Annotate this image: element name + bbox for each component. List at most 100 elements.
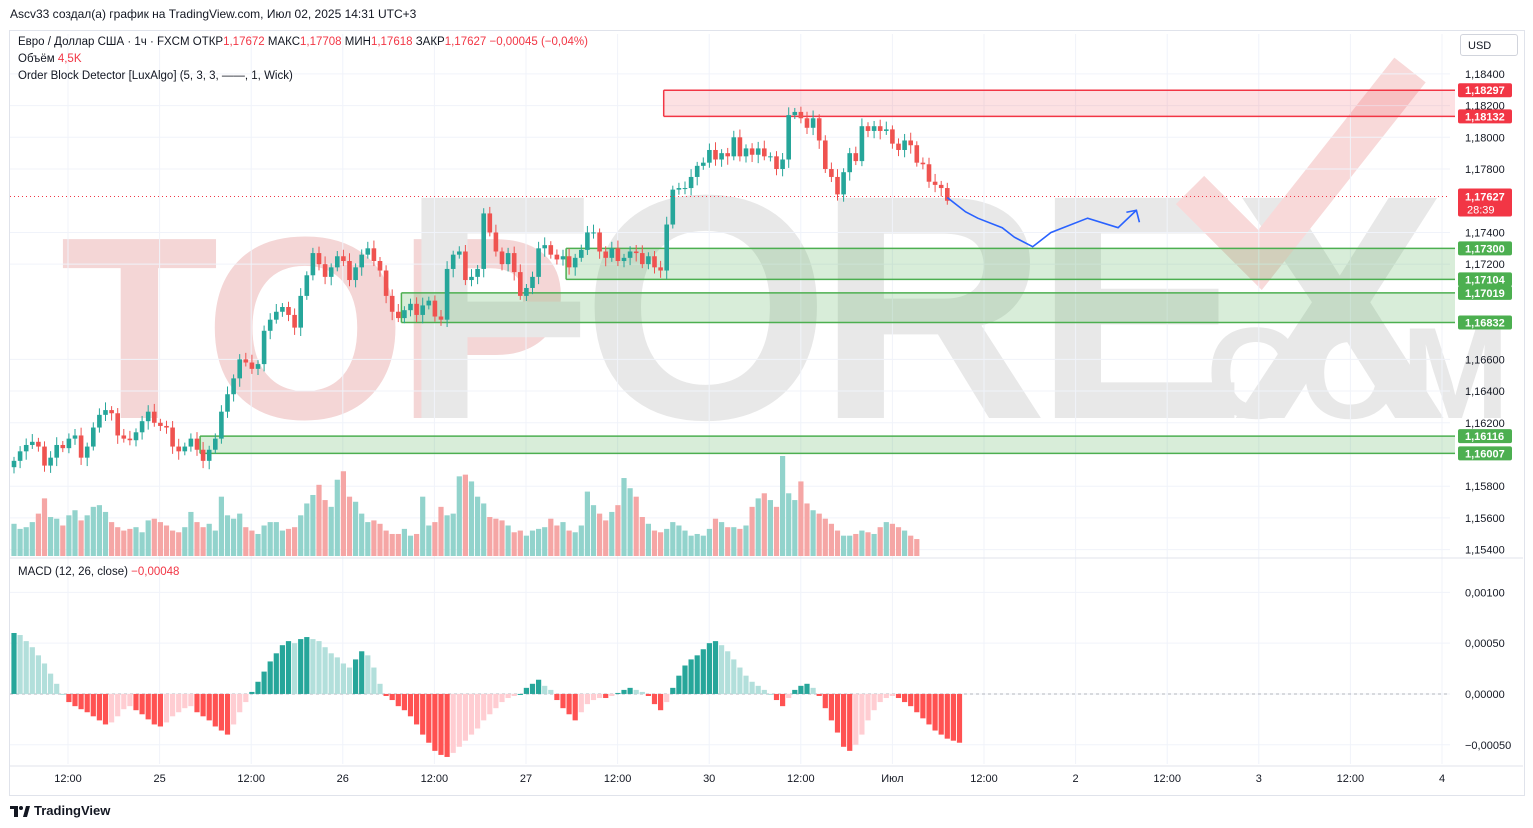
macd-label[interactable]: MACD (12, 26, close) (18, 566, 128, 578)
candle-body (548, 245, 554, 255)
candle-body (694, 165, 700, 177)
time-tick-label: 25 (153, 773, 165, 785)
macd-bar (493, 693, 499, 709)
macd-bar (151, 693, 157, 725)
macd-bar (359, 651, 365, 694)
macd-bar (218, 693, 224, 731)
candle-body (194, 438, 200, 450)
candle-body (847, 153, 852, 173)
macd-bar (182, 693, 188, 709)
candle-body (72, 435, 78, 439)
order-block-bottom-tag: 1,17104 (1465, 274, 1506, 286)
currency-button[interactable]: USD (1460, 34, 1518, 56)
macd-bar (816, 693, 822, 696)
macd-bar (590, 693, 597, 701)
candle-body (48, 457, 53, 466)
macd-bar (755, 685, 761, 694)
time-tick-label: 2 (1073, 773, 1079, 785)
macd-bar (200, 693, 206, 717)
volume-bar (889, 523, 895, 556)
volume-bars (11, 456, 920, 556)
volume-bar (212, 530, 218, 556)
volume-bar (279, 530, 285, 556)
macd-bar (542, 685, 548, 694)
close-value: 1,17627 (444, 36, 487, 48)
macd-bar (102, 693, 109, 725)
volume-bar (218, 496, 224, 556)
high-value: 1,17708 (300, 36, 342, 48)
volume-bar (664, 528, 670, 556)
macd-bar (41, 663, 48, 694)
macd-bar (115, 693, 121, 717)
macd-bar (450, 693, 456, 753)
candle-body (926, 164, 932, 182)
volume-bar (231, 518, 237, 556)
volume-bar (328, 506, 334, 556)
macd-bar (743, 675, 749, 694)
macd-bar (877, 693, 883, 703)
volume-bar (548, 518, 554, 556)
volume-bar (273, 522, 279, 556)
volume-bar (584, 491, 590, 556)
volume-bar (401, 528, 407, 556)
candle-body (310, 253, 316, 276)
volume-bar (96, 505, 102, 556)
time-tick-label: 30 (703, 773, 715, 785)
macd-bar (267, 661, 273, 694)
macd-bar (316, 641, 322, 694)
candle-body (17, 451, 23, 461)
footer-brand[interactable]: TradingView (10, 803, 110, 818)
candle-body (945, 188, 950, 201)
volume-bar (462, 474, 468, 556)
volume-bar (712, 518, 719, 556)
candle-body (328, 267, 334, 277)
macd-bar (224, 693, 231, 735)
candle-body (304, 275, 310, 296)
candle-body (280, 307, 285, 312)
candle-body (231, 378, 236, 395)
macd-bar (255, 681, 261, 694)
macd-bar (456, 693, 462, 747)
candle-body (316, 253, 322, 265)
candle-body (341, 256, 346, 262)
macd-bar (786, 693, 792, 699)
candle-body (707, 149, 712, 163)
candle-body (54, 444, 59, 458)
macd-bar (170, 693, 176, 717)
symbol-name[interactable]: Евро / Доллар США · 1ч · FXCM (18, 36, 190, 48)
macd-bar (487, 693, 493, 715)
candle-body (810, 118, 816, 128)
order-block-bullish (401, 292, 1455, 323)
forecast-line (946, 196, 1137, 248)
volume-bar (365, 522, 371, 556)
macd-bar (792, 689, 798, 694)
symbol-legend: Евро / Доллар США · 1ч · FXCM ОТКР1,1767… (18, 36, 588, 48)
candle-body (737, 137, 743, 157)
candle-body (914, 145, 920, 163)
candle-body (145, 411, 151, 422)
macd-bar (804, 683, 810, 694)
macd-bar (462, 693, 468, 741)
candle-body (682, 188, 688, 190)
grid (10, 34, 1523, 767)
candle-body (731, 137, 737, 157)
macd-bar (944, 693, 950, 739)
macd-bar (694, 655, 700, 694)
indicator-label[interactable]: Order Block Detector [LuxAlgo] (5, 3, 3,… (18, 70, 293, 82)
macd-bar (926, 693, 932, 725)
candle-body (176, 446, 181, 452)
volume-bar (621, 478, 627, 556)
macd-bar (731, 659, 737, 694)
volume-bar (468, 481, 475, 556)
macd-bar (761, 689, 767, 694)
candle-body (23, 444, 29, 452)
volume-label[interactable]: Объём (18, 53, 55, 65)
volume-bar (151, 518, 157, 556)
volume-bar (383, 530, 389, 556)
macd-bar (651, 693, 658, 705)
macd-bar (536, 679, 542, 694)
macd-bar (883, 693, 889, 699)
high-label: МАКС (267, 36, 300, 48)
volume-bar (743, 525, 749, 556)
